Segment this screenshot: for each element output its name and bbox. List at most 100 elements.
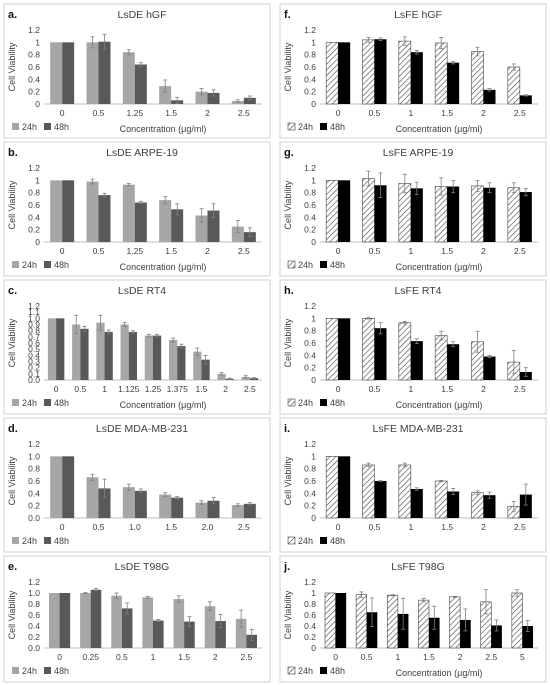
x-axis-label: Concentration (μg/ml) (396, 668, 483, 678)
x-tick-label: 2 (205, 246, 210, 256)
y-tick-label: 0.6 (304, 200, 316, 210)
y-axis-label: Cell Viability (283, 42, 293, 91)
x-axis-label: Concentration (μg/ml) (120, 262, 207, 272)
chart-title: LsFE hGF (394, 9, 442, 21)
bar-48h-0 (338, 318, 351, 380)
y-tick-label: 1 (311, 588, 316, 598)
bar-24h-5 (231, 226, 244, 242)
legend-label-24h: 24h (298, 398, 313, 408)
x-axis-label: Concentration (μg/ml) (396, 124, 483, 134)
bar-24h-0 (325, 318, 339, 381)
x-tick-label: 0 (336, 246, 341, 256)
x-tick-label: 5 (520, 652, 525, 662)
legend-label-24h: 24h (22, 536, 37, 546)
x-tick-label: 0.5 (361, 652, 373, 662)
panel-label: a. (8, 9, 17, 21)
bar-48h-4 (460, 619, 471, 648)
bar-24h-0 (324, 592, 336, 649)
panel-label: j. (283, 561, 290, 573)
x-tick-label: 1.5 (165, 246, 177, 256)
y-tick-label: 0.8 (304, 599, 316, 609)
bar-48h-1 (374, 185, 387, 242)
panel-label: g. (284, 147, 294, 159)
bar-48h-3 (447, 491, 460, 518)
bar-48h-3 (153, 620, 164, 648)
x-tick-label: 0.5 (93, 246, 105, 256)
bar-48h-0 (59, 593, 71, 648)
bar-24h-7 (217, 373, 226, 380)
bar-24h-2 (398, 40, 412, 105)
y-tick-label: 1.0 (28, 313, 40, 323)
y-tick-label: 0.6 (28, 610, 40, 620)
bar-24h-2 (398, 464, 412, 519)
x-tick-label: 0.5 (369, 384, 381, 394)
bar-24h-3 (142, 597, 153, 648)
y-axis-label: Cell Viability (7, 456, 17, 505)
y-tick-label: 0 (35, 237, 40, 247)
bar-48h-1 (374, 39, 387, 104)
y-tick-label: 1.2 (304, 577, 316, 587)
bar-48h-0 (338, 456, 351, 518)
x-tick-label: 2.5 (238, 522, 250, 532)
y-tick-label: 1 (35, 175, 40, 185)
legend-swatch-24h (287, 122, 296, 131)
y-tick-label: 1.2 (304, 25, 316, 35)
x-tick-label: 1.5 (196, 384, 208, 394)
bar-48h-2 (397, 613, 409, 648)
x-tick-label: 0 (333, 652, 338, 662)
panel-label: c. (8, 285, 17, 297)
chart-title: LsFE MDA-MB-231 (372, 423, 463, 435)
y-tick-label: 0.2 (304, 87, 316, 97)
bar-48h-4 (207, 92, 220, 104)
bar-48h-5 (243, 232, 256, 242)
legend-label-24h: 24h (22, 398, 37, 408)
bar-48h-5 (177, 346, 186, 380)
bar-24h-3 (434, 42, 448, 105)
x-tick-label: 1.5 (441, 384, 453, 394)
bar-24h-6 (193, 351, 202, 380)
y-tick-label: 1 (311, 313, 316, 323)
legend-label-48h: 48h (54, 536, 69, 546)
bar-24h-1 (362, 464, 375, 519)
bar-48h-2 (134, 64, 147, 104)
x-tick-label: 2.5 (485, 652, 497, 662)
x-tick-label: 1.5 (423, 652, 435, 662)
x-tick-label: 1.5 (165, 522, 177, 532)
bar-48h-2 (104, 331, 113, 380)
bar-48h-4 (483, 187, 496, 242)
bar-48h-3 (171, 209, 184, 242)
chart-title: LsDE ARPE-19 (106, 147, 178, 159)
bar-24h-5 (168, 339, 178, 380)
bar-24h-1 (80, 593, 91, 648)
legend-swatch-24h (12, 123, 19, 130)
legend-swatch-24h (12, 537, 19, 544)
x-tick-label: 0.5 (74, 384, 86, 394)
bar-48h-0 (338, 180, 351, 242)
bar-24h-1 (72, 324, 81, 380)
panel-label: e. (8, 561, 17, 573)
bar-48h-0 (335, 593, 347, 648)
legend-swatch-48h (320, 261, 327, 268)
x-tick-label: 2 (223, 384, 228, 394)
y-tick-label: 0.4 (304, 74, 316, 84)
bar-48h-2 (410, 52, 423, 104)
x-tick-label: 1 (102, 384, 107, 394)
y-tick-label: 0.2 (28, 225, 40, 235)
bar-24h-3 (159, 494, 172, 518)
legend-label-24h: 24h (22, 666, 37, 676)
x-tick-label: 0 (60, 246, 65, 256)
y-tick-label: 0.8 (28, 464, 40, 474)
bar-48h-6 (522, 626, 534, 648)
x-tick-label: 1 (408, 384, 413, 394)
legend-label-48h: 48h (330, 122, 345, 132)
x-tick-label: 0.5 (369, 246, 381, 256)
bar-24h-5 (507, 187, 521, 243)
bar-48h-4 (483, 356, 496, 380)
y-tick-label: 0.2 (304, 225, 316, 235)
bar-24h-4 (471, 492, 484, 519)
bar-24h-1 (86, 477, 99, 518)
chart-panel-b: b. LsDE ARPE-19 0 0.2 0.4 0.6 0.8 1 1.2 Cell Viab… (3, 141, 271, 277)
y-tick-label: 0.8 (304, 326, 316, 336)
legend-swatch-24h (287, 536, 296, 545)
x-tick-label: 1.25 (127, 108, 144, 118)
